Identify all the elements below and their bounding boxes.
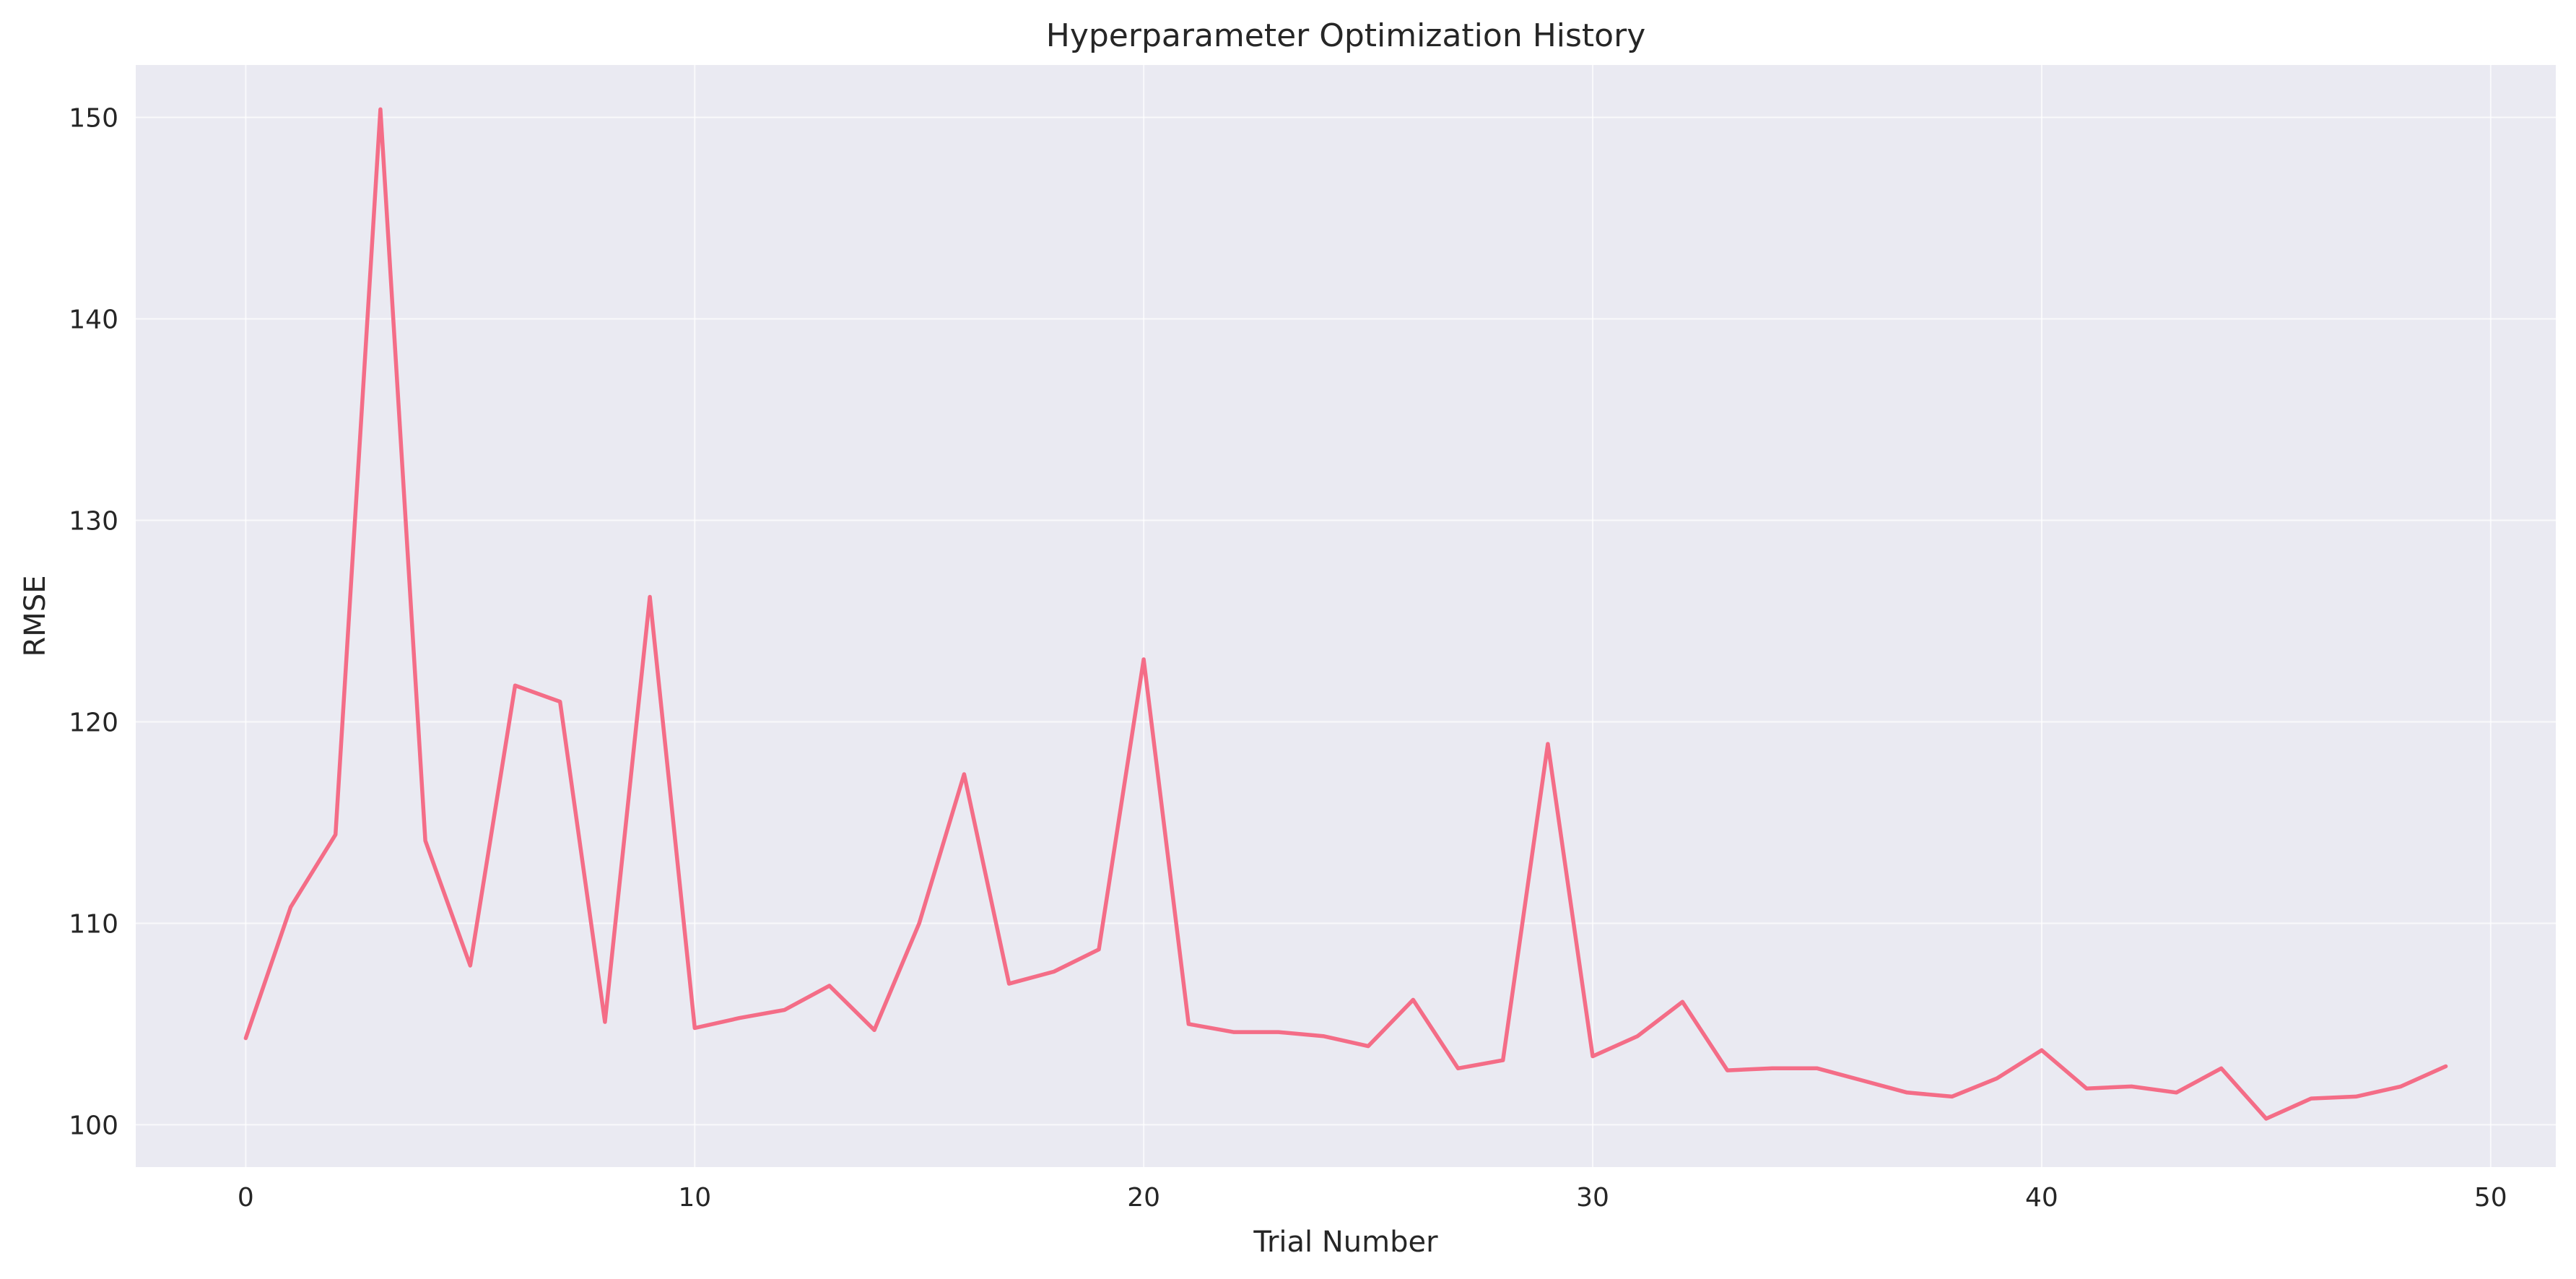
data-point	[1276, 1030, 1281, 1034]
data-point	[2040, 1048, 2044, 1052]
y-tick-label: 100	[69, 1111, 118, 1140]
tick-labels: 0 10 20 30 40 50 100 110 120 130 140 150	[69, 104, 2507, 1213]
data-point	[872, 1028, 876, 1032]
data-point	[1635, 1034, 1640, 1039]
y-axis-label: RMSE	[19, 576, 52, 657]
data-point	[558, 700, 562, 704]
data-point	[783, 1007, 787, 1012]
rmse-series-line	[243, 107, 2448, 1121]
data-point	[1141, 657, 1146, 662]
series-layer	[243, 107, 2448, 1121]
data-point	[827, 984, 832, 988]
data-point	[1770, 1066, 1775, 1070]
data-point	[2219, 1066, 2224, 1070]
data-point	[1950, 1094, 1954, 1098]
data-point	[1680, 1000, 1684, 1004]
data-point	[1186, 1022, 1191, 1026]
data-point	[962, 772, 966, 776]
y-tick-label: 130	[69, 506, 118, 536]
data-point	[1815, 1066, 1819, 1070]
x-tick-label: 50	[2474, 1183, 2507, 1213]
data-point	[1052, 969, 1056, 974]
data-point	[334, 833, 338, 837]
data-point	[2309, 1096, 2313, 1101]
data-point	[513, 683, 518, 688]
x-tick-label: 30	[1576, 1183, 1609, 1213]
data-point	[1232, 1030, 1236, 1034]
data-point	[917, 921, 921, 925]
chart-title: Hyperparameter Optimization History	[1046, 17, 1645, 54]
data-point	[648, 595, 652, 599]
data-point	[2264, 1117, 2268, 1121]
data-point	[243, 1036, 248, 1041]
data-point	[2354, 1094, 2358, 1098]
data-point	[603, 1020, 607, 1024]
data-point	[1007, 981, 1011, 986]
data-point	[468, 963, 472, 968]
data-point	[1366, 1044, 1370, 1049]
y-tick-label: 150	[69, 104, 118, 134]
data-point	[1905, 1091, 1909, 1095]
data-point	[2084, 1086, 2089, 1091]
data-point	[1591, 1054, 1595, 1059]
data-point	[289, 905, 293, 909]
data-point	[1097, 948, 1101, 952]
y-tick-label: 110	[69, 909, 118, 939]
data-point	[692, 1026, 697, 1031]
x-tick-label: 40	[2025, 1183, 2058, 1213]
data-point	[2398, 1084, 2403, 1088]
y-tick-label: 120	[69, 708, 118, 737]
plot-area	[136, 65, 2556, 1167]
y-tick-label: 140	[69, 305, 118, 335]
x-tick-label: 20	[1127, 1183, 1160, 1213]
data-point	[1321, 1034, 1326, 1039]
data-point	[2175, 1091, 2179, 1095]
data-point	[2444, 1065, 2448, 1069]
x-axis-label: Trial Number	[1253, 1226, 1438, 1259]
x-tick-label: 0	[238, 1183, 254, 1213]
grid	[136, 65, 2556, 1167]
data-point	[1995, 1076, 1999, 1080]
data-point	[1411, 997, 1415, 1002]
data-point	[2129, 1084, 2133, 1088]
data-point	[378, 107, 383, 111]
data-point	[1860, 1078, 1864, 1083]
data-point	[423, 838, 427, 843]
data-point	[737, 1016, 741, 1020]
data-point	[1546, 742, 1550, 746]
data-point	[1501, 1058, 1505, 1062]
x-tick-label: 10	[678, 1183, 711, 1213]
data-point	[1456, 1066, 1461, 1070]
data-point	[1726, 1068, 1730, 1072]
